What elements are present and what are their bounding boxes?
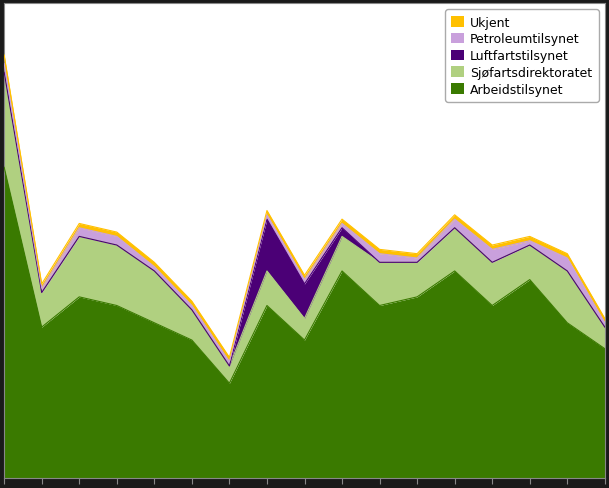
Legend: Ukjent, Petroleumtilsynet, Luftfartstilsynet, Sjøfartsdirektoratet, Arbeidstilsy: Ukjent, Petroleumtilsynet, Luftfartstils… <box>445 10 599 102</box>
